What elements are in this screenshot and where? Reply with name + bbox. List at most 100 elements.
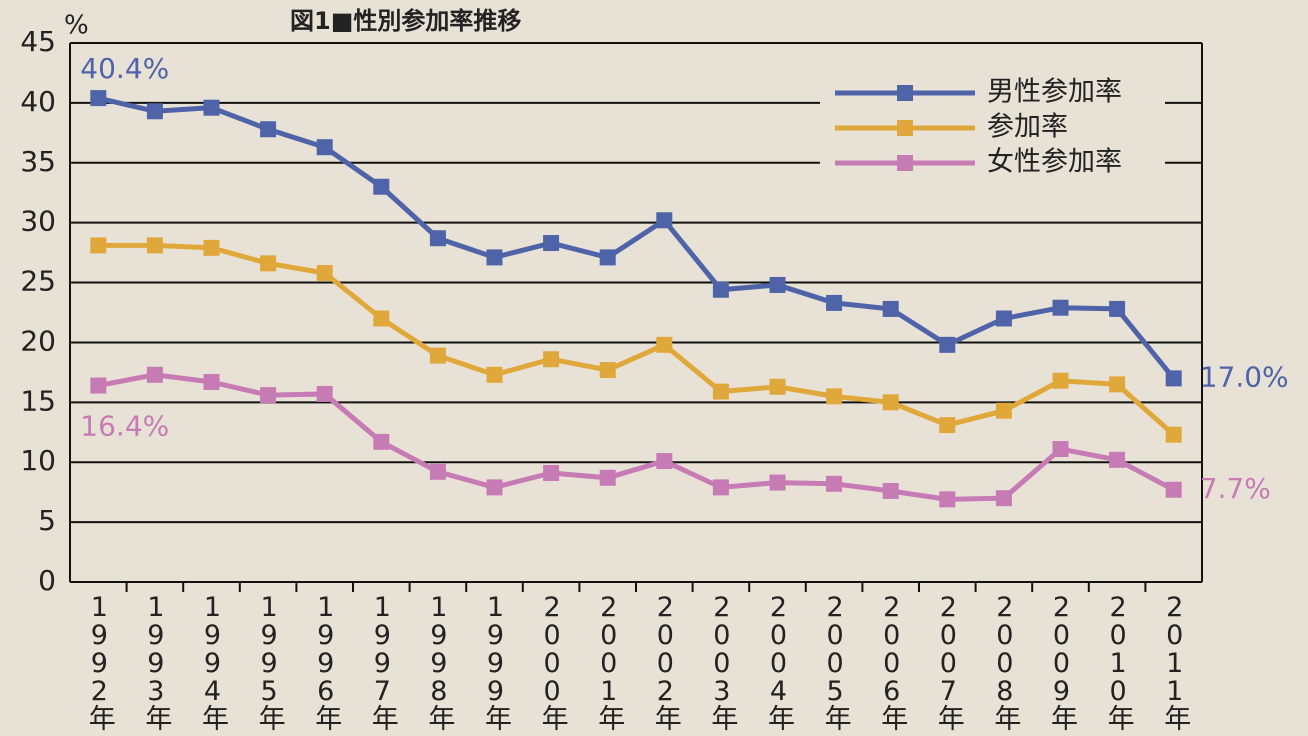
x-tick-label: 2011年	[1159, 592, 1190, 731]
point-marker	[1165, 370, 1182, 387]
point-marker	[146, 366, 163, 383]
point-marker	[712, 281, 729, 298]
point-marker	[1052, 372, 1069, 389]
x-tick-label: 2002年	[650, 592, 681, 731]
y-tick-label: 30	[20, 205, 56, 238]
point-marker	[373, 433, 390, 450]
x-tick-label: 1995年	[254, 592, 285, 731]
point-marker	[599, 249, 616, 266]
point-marker	[712, 383, 729, 400]
point-marker	[543, 235, 560, 252]
point-marker	[769, 378, 786, 395]
point-marker	[1052, 441, 1069, 458]
y-tick-label: 0	[38, 564, 56, 597]
point-marker	[203, 99, 220, 116]
y-tick-label: 40	[20, 85, 56, 118]
y-axis-label: %	[64, 11, 89, 41]
point-marker	[429, 463, 446, 480]
x-tick-label: 2005年	[820, 592, 851, 731]
point-marker	[1165, 426, 1182, 443]
value-label: 40.4%	[80, 52, 169, 85]
point-marker	[769, 276, 786, 293]
point-marker	[769, 474, 786, 491]
x-tick-label: 2001年	[593, 592, 624, 731]
value-label: 16.4%	[80, 410, 169, 443]
point-marker	[90, 377, 107, 394]
x-tick-label: 1999年	[480, 592, 511, 731]
x-tick-label: 2004年	[763, 592, 794, 731]
value-label: 7.7%	[1200, 472, 1271, 505]
point-marker	[373, 178, 390, 195]
point-marker	[599, 469, 616, 486]
point-marker	[203, 239, 220, 256]
series-line	[97, 95, 1176, 380]
x-tick-label: 2009年	[1046, 592, 1077, 731]
legend-marker	[897, 85, 913, 101]
point-marker	[1109, 300, 1126, 317]
x-tick-label: 1997年	[367, 592, 398, 731]
y-tick-label: 20	[20, 324, 56, 357]
point-marker	[826, 475, 843, 492]
point-marker	[486, 366, 503, 383]
point-marker	[486, 479, 503, 496]
point-marker	[316, 385, 333, 402]
point-marker	[882, 394, 899, 411]
x-tick-label: 1996年	[310, 592, 341, 731]
series-line	[98, 242, 1176, 437]
point-marker	[429, 347, 446, 364]
point-marker	[203, 373, 220, 390]
y-tick-label: 35	[20, 145, 56, 178]
point-marker	[260, 255, 277, 272]
point-marker	[543, 465, 560, 482]
point-marker	[260, 387, 277, 404]
point-marker	[995, 402, 1012, 419]
point-marker	[146, 103, 163, 120]
x-tick-label: 1993年	[140, 592, 171, 731]
y-tick-label: 10	[20, 444, 56, 477]
point-marker	[939, 417, 956, 434]
point-marker	[939, 336, 956, 353]
point-marker	[1109, 451, 1126, 468]
point-marker	[90, 90, 107, 107]
y-tick-label: 45	[20, 25, 56, 58]
point-marker	[543, 351, 560, 368]
y-tick-label: 25	[20, 265, 56, 298]
legend-marker	[897, 120, 913, 136]
x-tick-label: 2007年	[933, 592, 964, 731]
point-marker	[1165, 481, 1182, 498]
point-marker	[373, 310, 390, 327]
point-marker	[939, 491, 956, 508]
legend-marker	[897, 155, 913, 171]
point-marker	[1052, 299, 1069, 316]
x-tick-label: 2008年	[989, 592, 1020, 731]
chart-title: 図1■性別参加率推移	[290, 7, 521, 35]
point-marker	[712, 479, 729, 496]
x-tick-label: 2006年	[876, 592, 907, 731]
point-marker	[599, 361, 616, 378]
legend-label: 参加率	[987, 112, 1068, 143]
point-marker	[656, 336, 673, 353]
point-marker	[826, 388, 843, 405]
series-line	[97, 372, 1175, 502]
y-tick-label: 5	[38, 504, 56, 537]
point-marker	[486, 249, 503, 266]
value-label: 17.0%	[1200, 360, 1289, 393]
point-marker	[429, 230, 446, 247]
point-marker	[656, 453, 673, 470]
point-marker	[146, 237, 163, 254]
point-marker	[656, 212, 673, 229]
point-marker	[882, 482, 899, 499]
x-tick-label: 1994年	[197, 592, 228, 731]
point-marker	[1109, 376, 1126, 393]
point-marker	[882, 300, 899, 317]
x-tick-label: 2003年	[706, 592, 737, 731]
y-tick-label: 15	[20, 384, 56, 417]
point-marker	[316, 139, 333, 156]
legend-label: 男性参加率	[987, 77, 1122, 108]
point-marker	[260, 121, 277, 138]
point-marker	[995, 310, 1012, 327]
point-marker	[995, 490, 1012, 507]
x-tick-label: 1992年	[84, 592, 115, 731]
x-tick-label: 2010年	[1103, 592, 1134, 731]
